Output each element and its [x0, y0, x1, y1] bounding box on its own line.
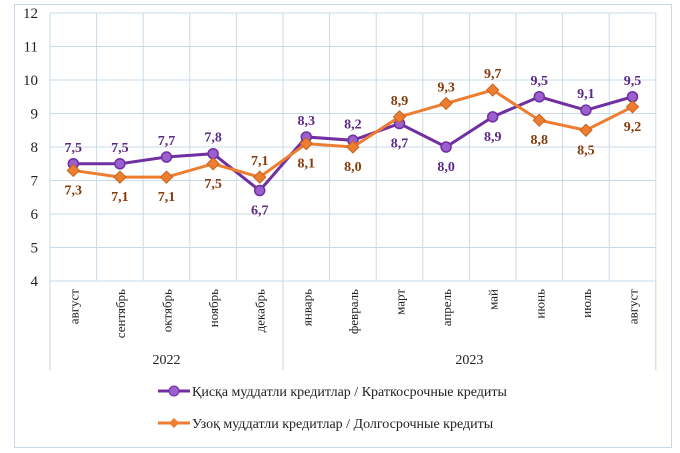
data-label: 8,0 [437, 160, 455, 175]
data-label: 8,0 [344, 160, 362, 175]
data-label: 8,2 [344, 117, 362, 132]
data-label: 8,7 [391, 137, 409, 152]
x-tick-label: февраль [346, 289, 361, 334]
data-point [580, 104, 592, 116]
x-tick-label: декабрь [253, 289, 268, 332]
y-tick-label: 4 [31, 274, 39, 290]
x-tick-label: ноябрь [206, 289, 221, 327]
y-tick-label: 5 [31, 241, 39, 257]
y-tick-label: 10 [23, 73, 38, 89]
data-point [66, 163, 81, 178]
data-label: 9,1 [577, 87, 595, 102]
data-label: 9,7 [484, 67, 502, 82]
data-point [486, 111, 499, 123]
x-tick-label: май [486, 289, 501, 310]
data-point [579, 123, 593, 137]
data-label: 8,8 [531, 133, 549, 148]
x-tick-label: август [626, 289, 641, 325]
data-label: 7,1 [251, 154, 269, 169]
y-tick-label: 11 [24, 40, 38, 56]
data-label: 6,7 [251, 204, 269, 219]
y-tick-label: 6 [31, 207, 39, 223]
data-label: 9,5 [624, 74, 642, 89]
x-tick-label: август [66, 289, 81, 325]
data-point [113, 170, 127, 184]
data-label: 7,5 [65, 141, 83, 156]
data-point [299, 136, 314, 151]
data-point [159, 170, 174, 184]
data-point [532, 113, 547, 127]
data-label: 8,9 [391, 94, 409, 109]
data-label: 8,9 [484, 130, 502, 145]
data-label: 7,5 [204, 177, 222, 192]
data-point [485, 83, 500, 97]
data-point [253, 184, 266, 197]
legend-marker-icon [168, 385, 180, 397]
x-group-label: 2022 [153, 353, 181, 368]
data-label: 9,3 [437, 80, 455, 95]
data-label: 7,7 [158, 134, 176, 149]
data-point [533, 91, 546, 103]
legend-label: Қисқа муддатли кредитлар / Краткосрочные… [192, 385, 508, 400]
data-point [252, 170, 267, 184]
x-tick-label: январь [299, 289, 314, 326]
data-label: 7,5 [111, 141, 129, 156]
data-label: 7,3 [65, 183, 83, 198]
data-point [392, 110, 407, 124]
data-label: 7,8 [204, 131, 222, 146]
data-point [346, 140, 360, 154]
data-label: 7,1 [158, 190, 176, 205]
y-tick-label: 9 [31, 107, 39, 123]
data-label: 7,1 [111, 190, 129, 205]
data-label: 9,5 [531, 74, 549, 89]
legend-label: Узоқ муддатли кредитлар / Долгосрочные к… [192, 417, 494, 432]
y-tick-label: 7 [31, 174, 39, 190]
data-point [625, 100, 640, 114]
x-tick-label: октябрь [160, 289, 175, 332]
data-label: 8,5 [577, 143, 595, 158]
x-tick-label: сентябрь [113, 289, 128, 338]
data-point [114, 158, 126, 170]
data-point [440, 141, 452, 153]
x-tick-label: июнь [532, 289, 547, 319]
y-tick-label: 12 [23, 6, 38, 22]
data-label: 9,2 [624, 120, 642, 135]
y-tick-label: 8 [31, 140, 39, 156]
chart-frame [14, 4, 672, 448]
x-tick-label: июль [579, 289, 594, 318]
x-tick-label: март [393, 289, 408, 315]
x-tick-label: апрель [439, 289, 454, 326]
data-point [160, 151, 173, 163]
x-group-label: 2023 [455, 353, 483, 368]
legend-marker-icon [169, 418, 179, 428]
data-label: 8,3 [298, 114, 316, 129]
data-point [439, 96, 453, 111]
data-point [206, 157, 220, 171]
data-label: 8,1 [298, 157, 316, 172]
